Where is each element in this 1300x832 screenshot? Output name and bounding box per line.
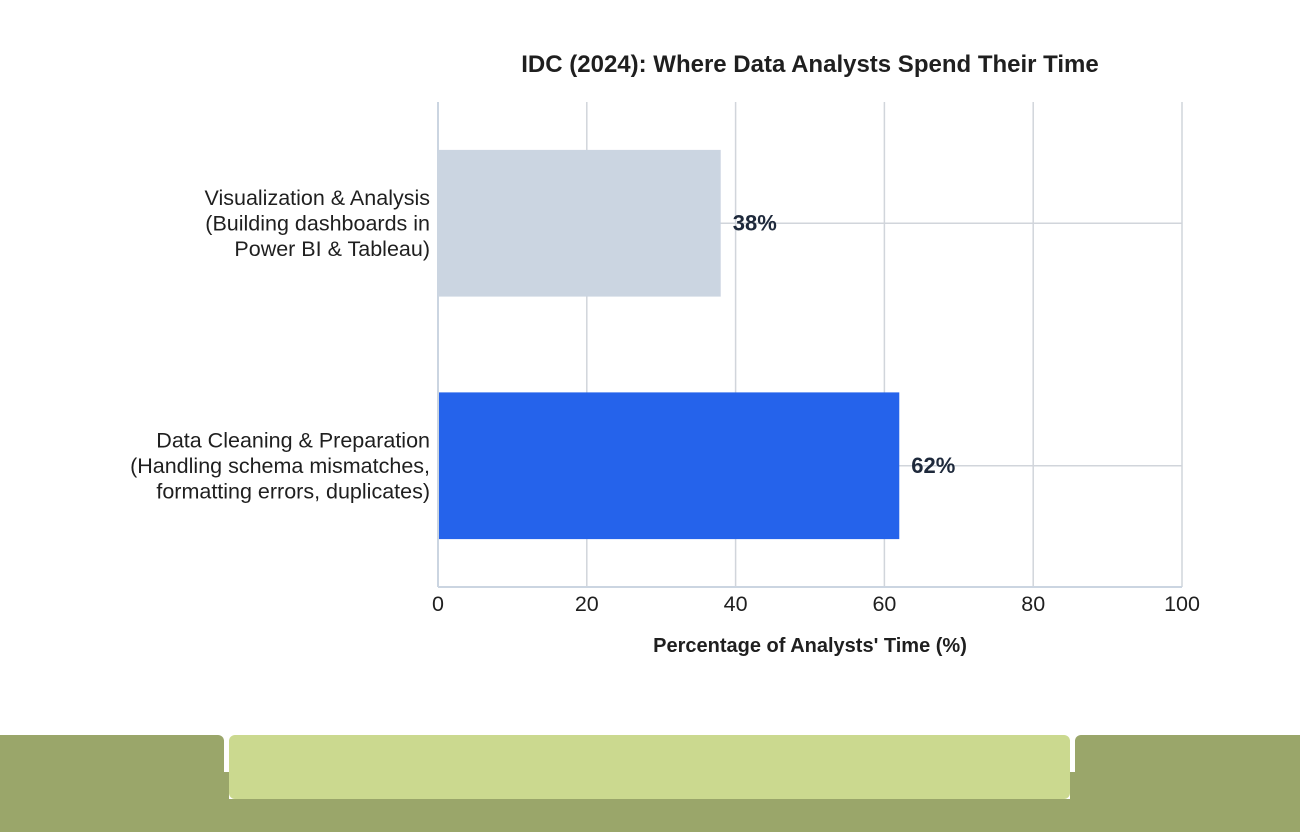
category-label-line: (Handling schema mismatches, [130,454,430,478]
footer-bar [0,735,1300,832]
category-label-line: Data Cleaning & Preparation [156,428,430,452]
chart: IDC (2024): Where Data Analysts Spend Th… [130,51,1200,657]
footer-left-panel [0,735,224,832]
x-tick-label-20: 20 [575,592,599,616]
category-label-line: Power BI & Tableau) [234,237,430,261]
chart-title: IDC (2024): Where Data Analysts Spend Th… [521,51,1099,78]
x-tick-label-80: 80 [1021,592,1045,616]
category-label-line: (Building dashboards in [205,211,430,235]
bar-visualization [438,149,721,297]
value-label-visualization: 38% [733,210,777,235]
footer-center-panel [229,735,1070,799]
bar-data-cleaning [438,392,900,540]
category-label-visualization: Visualization & Analysis (Building dashbo… [205,186,430,261]
x-tick-label-0: 0 [432,592,444,616]
footer-bottom-strip [224,799,1075,832]
footer-gap-right [1070,772,1075,832]
category-label-line: formatting errors, duplicates) [156,479,430,503]
category-label-data-cleaning: Data Cleaning & Preparation (Handling sch… [130,428,430,503]
x-tick-label-100: 100 [1164,592,1200,616]
x-axis-label: Percentage of Analysts' Time (%) [653,635,967,657]
bar-chart: IDC (2024): Where Data Analysts Spend Th… [130,51,1200,657]
value-label-data-cleaning: 62% [911,453,955,478]
x-tick-label-60: 60 [872,592,896,616]
category-label-line: Visualization & Analysis [205,186,430,210]
footer-right-panel [1075,735,1300,832]
x-tick-label-40: 40 [724,592,748,616]
